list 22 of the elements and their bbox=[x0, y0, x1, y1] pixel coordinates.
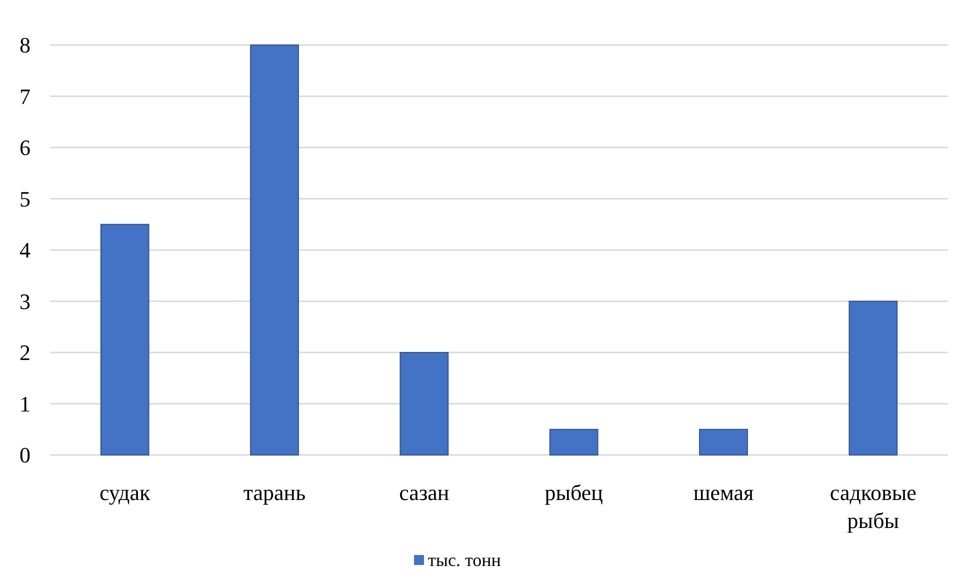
x-tick-label: садковые рыбы bbox=[830, 480, 916, 533]
bar bbox=[100, 224, 150, 456]
y-tick-label: 5 bbox=[20, 186, 30, 212]
y-tick-label: 1 bbox=[20, 391, 30, 416]
legend-label: тыс. тонн bbox=[428, 550, 502, 570]
y-tick-label: 2 bbox=[20, 340, 30, 366]
x-tick-label: шемая bbox=[693, 480, 754, 505]
y-tick-label: 6 bbox=[20, 135, 30, 160]
bar bbox=[549, 428, 598, 456]
y-tick-label: 7 bbox=[20, 84, 30, 109]
x-tick-label: судак bbox=[99, 480, 151, 505]
y-tick-label: 8 bbox=[20, 32, 30, 58]
bar bbox=[848, 300, 898, 456]
y-tick-label: 0 bbox=[20, 442, 30, 468]
bar bbox=[250, 44, 299, 456]
x-tick-label: рыбец bbox=[544, 480, 604, 505]
x-tick-label: сазан bbox=[399, 480, 450, 505]
y-tick-label: 3 bbox=[20, 288, 30, 314]
bar bbox=[699, 428, 748, 456]
x-tick-label: тарань bbox=[243, 480, 306, 505]
y-tick-label: 4 bbox=[20, 238, 30, 263]
bar bbox=[400, 352, 449, 456]
